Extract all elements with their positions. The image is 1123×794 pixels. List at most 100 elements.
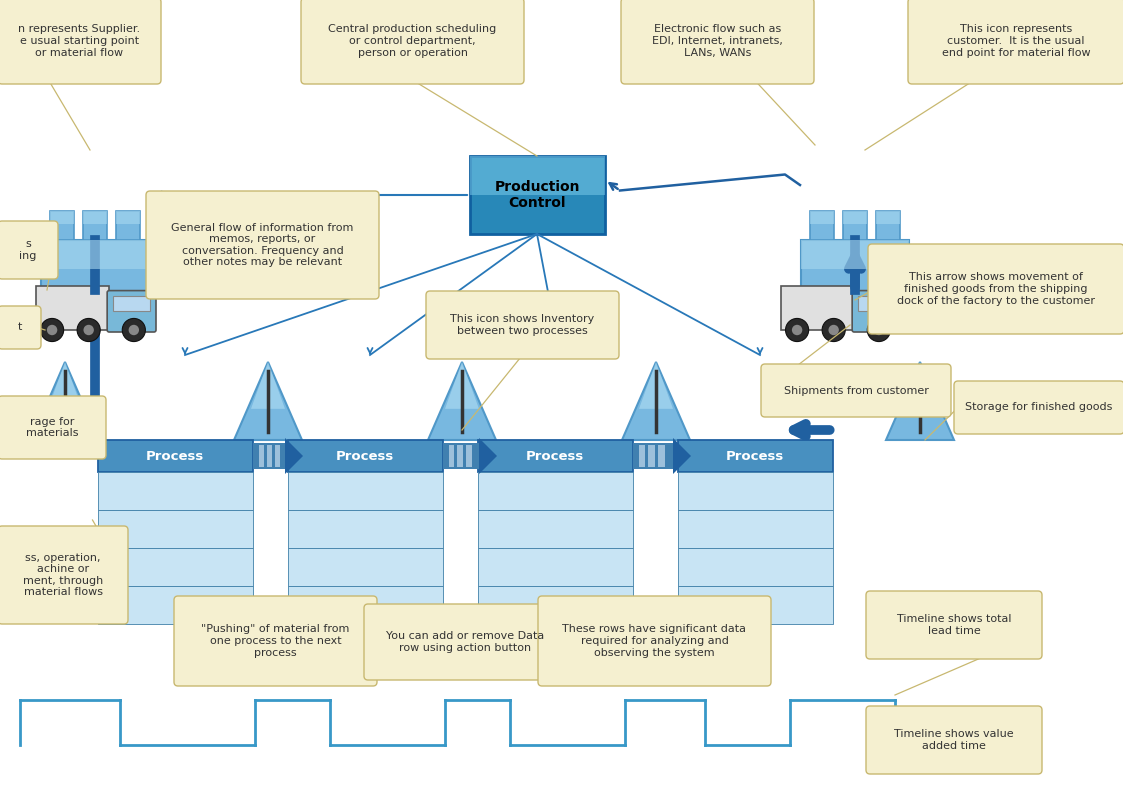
FancyBboxPatch shape [0, 306, 42, 349]
FancyBboxPatch shape [648, 445, 655, 467]
FancyBboxPatch shape [477, 472, 632, 510]
Polygon shape [31, 362, 99, 440]
FancyBboxPatch shape [36, 286, 109, 330]
FancyBboxPatch shape [426, 291, 619, 359]
FancyBboxPatch shape [477, 586, 632, 624]
FancyBboxPatch shape [287, 548, 442, 586]
FancyBboxPatch shape [274, 445, 280, 467]
Polygon shape [480, 438, 497, 474]
FancyBboxPatch shape [98, 472, 253, 510]
Text: You can add or remove Data
row using action button: You can add or remove Data row using act… [386, 631, 545, 653]
FancyBboxPatch shape [780, 286, 855, 330]
FancyBboxPatch shape [677, 510, 832, 548]
Circle shape [829, 325, 839, 335]
FancyBboxPatch shape [266, 445, 272, 467]
FancyBboxPatch shape [866, 591, 1042, 659]
FancyBboxPatch shape [469, 156, 604, 195]
FancyBboxPatch shape [621, 0, 814, 84]
FancyBboxPatch shape [677, 472, 832, 510]
Text: This icon shows Inventory
between two processes: This icon shows Inventory between two pr… [450, 314, 594, 336]
FancyBboxPatch shape [98, 440, 253, 472]
FancyBboxPatch shape [287, 510, 442, 548]
Text: "Pushing" of material from
one process to the next
process: "Pushing" of material from one process t… [201, 624, 349, 657]
FancyBboxPatch shape [0, 221, 58, 279]
FancyBboxPatch shape [116, 210, 140, 240]
Circle shape [785, 318, 809, 341]
Text: rage for
materials: rage for materials [26, 417, 79, 438]
FancyBboxPatch shape [253, 443, 285, 469]
Text: Process: Process [725, 449, 784, 462]
FancyBboxPatch shape [258, 445, 264, 467]
Text: This arrow shows movement of
finished goods from the shipping
dock of the factor: This arrow shows movement of finished go… [897, 272, 1095, 306]
FancyBboxPatch shape [866, 706, 1042, 774]
FancyBboxPatch shape [0, 0, 161, 84]
Polygon shape [886, 362, 955, 440]
FancyBboxPatch shape [51, 210, 74, 240]
Polygon shape [285, 438, 303, 474]
Polygon shape [639, 362, 673, 409]
FancyBboxPatch shape [876, 210, 900, 240]
FancyBboxPatch shape [477, 440, 632, 472]
Text: Shipments from customer: Shipments from customer [784, 386, 929, 395]
FancyBboxPatch shape [677, 548, 832, 586]
Text: General flow of information from
memos, reports, or
conversation. Frequency and
: General flow of information from memos, … [172, 222, 354, 268]
FancyBboxPatch shape [761, 364, 951, 417]
FancyBboxPatch shape [0, 526, 128, 624]
FancyBboxPatch shape [0, 396, 106, 459]
FancyBboxPatch shape [287, 586, 442, 624]
FancyBboxPatch shape [364, 604, 567, 680]
FancyBboxPatch shape [83, 210, 107, 224]
FancyBboxPatch shape [287, 472, 442, 510]
FancyBboxPatch shape [98, 586, 253, 624]
FancyBboxPatch shape [42, 240, 149, 269]
FancyBboxPatch shape [116, 210, 140, 224]
FancyBboxPatch shape [469, 156, 604, 234]
Text: n represents Supplier.
e usual starting point
or material flow: n represents Supplier. e usual starting … [18, 25, 140, 58]
FancyBboxPatch shape [83, 210, 107, 240]
Circle shape [867, 318, 891, 341]
FancyBboxPatch shape [287, 440, 442, 472]
FancyBboxPatch shape [909, 0, 1123, 84]
FancyBboxPatch shape [538, 596, 772, 686]
Polygon shape [622, 362, 690, 440]
FancyBboxPatch shape [639, 445, 646, 467]
FancyBboxPatch shape [843, 210, 867, 224]
Text: Process: Process [526, 449, 584, 462]
Polygon shape [252, 362, 285, 409]
FancyBboxPatch shape [852, 291, 901, 332]
FancyBboxPatch shape [677, 440, 832, 472]
Text: This icon represents
customer.  It is the usual
end point for material flow: This icon represents customer. It is the… [942, 25, 1090, 58]
FancyBboxPatch shape [632, 443, 673, 469]
FancyBboxPatch shape [466, 445, 472, 467]
FancyBboxPatch shape [112, 295, 149, 311]
Circle shape [129, 325, 139, 335]
Text: Electronic flow such as
EDI, Internet, intranets,
LANs, WANs: Electronic flow such as EDI, Internet, i… [652, 25, 783, 58]
Text: s
ing: s ing [19, 239, 37, 260]
Text: t: t [17, 322, 21, 333]
Polygon shape [234, 362, 302, 440]
Text: Timeline shows total
lead time: Timeline shows total lead time [897, 615, 1011, 636]
FancyBboxPatch shape [477, 510, 632, 548]
Circle shape [83, 325, 94, 335]
Circle shape [47, 325, 57, 335]
Polygon shape [48, 362, 82, 409]
FancyBboxPatch shape [448, 445, 455, 467]
Circle shape [792, 325, 802, 335]
FancyBboxPatch shape [51, 210, 74, 224]
FancyBboxPatch shape [442, 443, 480, 469]
FancyBboxPatch shape [107, 291, 156, 332]
FancyBboxPatch shape [658, 445, 665, 467]
FancyBboxPatch shape [98, 548, 253, 586]
Text: Production
Control: Production Control [494, 180, 579, 210]
Text: Timeline shows value
added time: Timeline shows value added time [894, 729, 1014, 751]
FancyBboxPatch shape [810, 210, 834, 224]
Circle shape [874, 325, 884, 335]
FancyBboxPatch shape [858, 295, 895, 311]
Text: These rows have significant data
required for analyzing and
observing the system: These rows have significant data require… [563, 624, 747, 657]
FancyBboxPatch shape [810, 210, 834, 240]
FancyBboxPatch shape [801, 240, 909, 298]
Text: ss, operation,
achine or
ment, through
material flows: ss, operation, achine or ment, through m… [22, 553, 103, 597]
FancyBboxPatch shape [301, 0, 524, 84]
FancyBboxPatch shape [42, 240, 149, 298]
FancyBboxPatch shape [146, 191, 378, 299]
